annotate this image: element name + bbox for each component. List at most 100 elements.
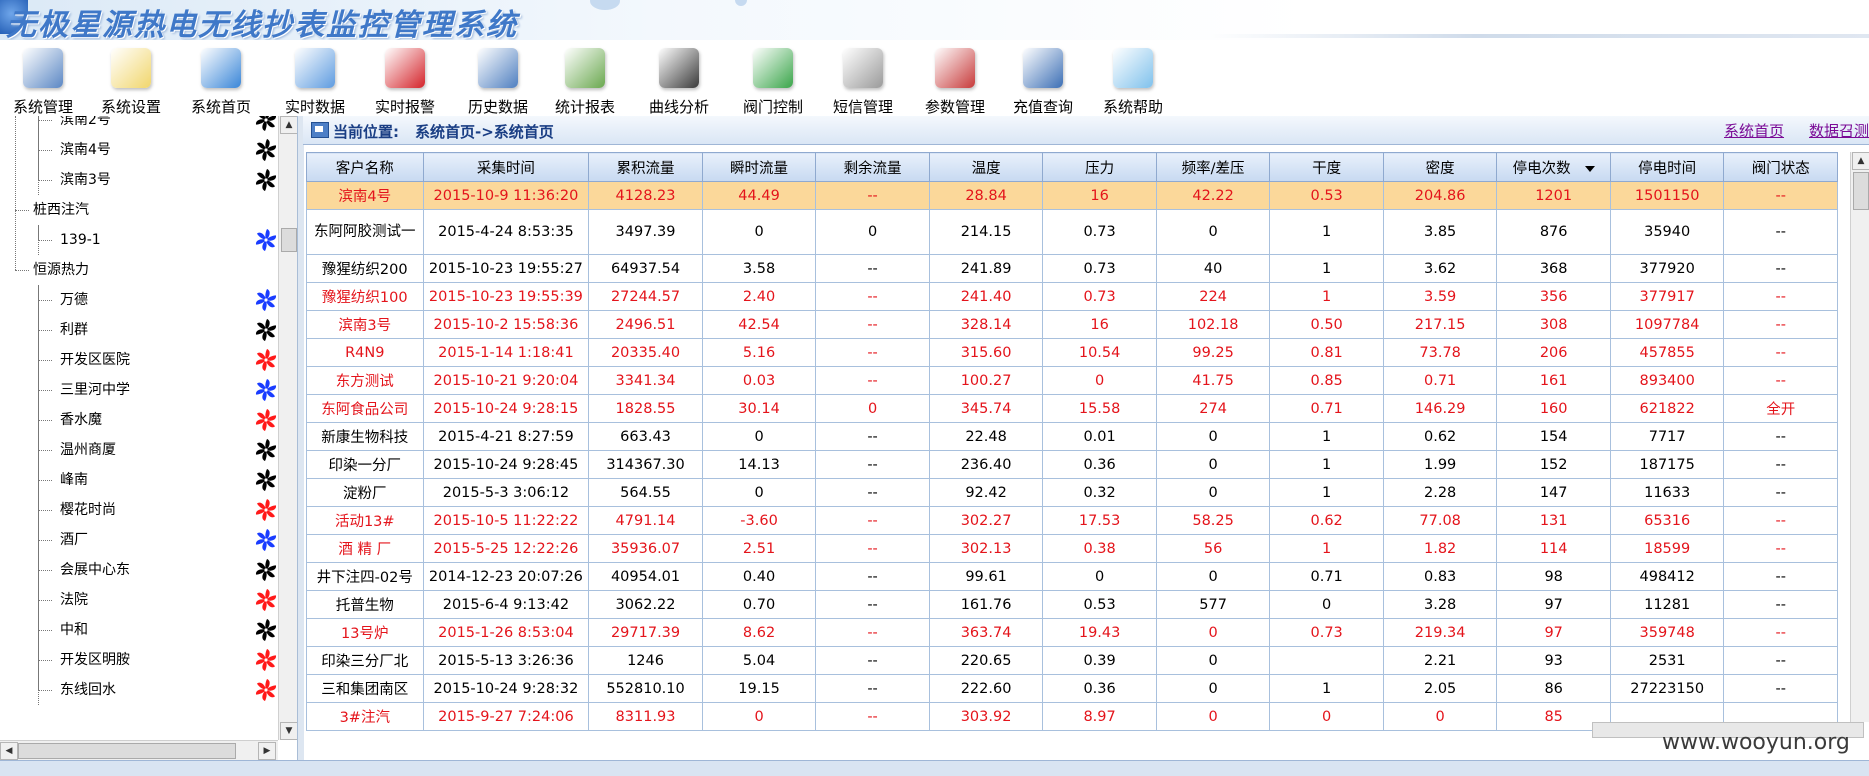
tree-connector — [38, 630, 52, 631]
table-row[interactable]: 东阿食品公司 2015-10-24 9:28:15 1828.55 30.14 0 345… — [306, 394, 1838, 423]
table-cell: -- — [815, 618, 930, 647]
column-header-label: 压力 — [1085, 160, 1115, 177]
column-header-label: 干度 — [1312, 160, 1342, 177]
tree-node[interactable]: 利群 — [0, 315, 276, 345]
tree-node[interactable]: 温州商厦 — [0, 435, 276, 465]
scroll-up-icon[interactable]: ▲ — [280, 116, 298, 134]
scroll-thumb[interactable] — [1853, 172, 1869, 210]
toolbar-button-2[interactable]: 系统设置 — [88, 44, 174, 116]
recharge-books-icon — [1023, 48, 1063, 88]
table-cell: 2.51 — [701, 534, 817, 563]
table-row[interactable]: 滨南4号 2015-10-9 11:36:20 4128.23 44.49 -- 28.8… — [306, 181, 1838, 210]
tree-connector — [38, 570, 52, 571]
table-row[interactable]: 酒 精 厂 2015-5-25 12:22:26 35936.07 2.51 -- 302… — [306, 534, 1838, 563]
table-cell: -- — [815, 310, 930, 339]
column-header[interactable]: 压力 — [1042, 152, 1157, 182]
tree-node[interactable]: 法院 — [0, 585, 276, 615]
table-row[interactable]: 滨南3号 2015-10-2 15:58:36 2496.51 42.54 -- 328.… — [306, 310, 1838, 339]
toolbar-button-1[interactable]: 系统管理 — [0, 44, 86, 116]
tree-node[interactable]: 万德 — [0, 285, 276, 315]
tree-node[interactable]: 峰南 — [0, 465, 276, 495]
table-row[interactable]: 淀粉厂 2015-5-3 3:06:12 564.55 0 -- 92.42 0.32 0 1 2… — [306, 478, 1838, 507]
home-link[interactable]: 系统首页 — [1724, 122, 1785, 140]
table-row[interactable]: 3#注汽 2015-9-27 7:24:06 8311.93 0 -- 303.92 8.9… — [306, 702, 1838, 731]
tree-node[interactable]: 滨南4号 — [0, 135, 276, 165]
sort-desc-icon[interactable] — [1584, 165, 1595, 172]
grid-vertical-scrollbar[interactable]: ▲ — [1850, 152, 1869, 722]
tree-node[interactable]: 会展中心东 — [0, 555, 276, 585]
toolbar-button-7[interactable]: 统计报表 — [542, 44, 628, 116]
report-stats-icon — [565, 48, 605, 88]
pane-splitter[interactable] — [297, 116, 304, 760]
column-header[interactable]: 客户名称 — [306, 152, 424, 182]
tree-node[interactable]: 滨南2号 — [0, 116, 276, 135]
table-cell: -- — [815, 702, 930, 731]
table-row[interactable]: 井下注四-02号 2014-12-23 20:07:26 40954.01 0.40-… — [306, 562, 1838, 591]
tree-node[interactable]: 139-1 — [0, 225, 276, 255]
column-header[interactable]: 采集时间 — [422, 152, 590, 182]
toolbar-button-12[interactable]: 充值查询 — [1000, 44, 1086, 116]
tree-node[interactable]: 三里河中学 — [0, 375, 276, 405]
table-cell: 2015-10-9 11:36:20 — [422, 181, 590, 210]
scroll-down-icon[interactable]: ▼ — [280, 722, 298, 740]
column-header[interactable]: 干度 — [1269, 152, 1384, 182]
toolbar-button-10[interactable]: 短信管理 — [820, 44, 906, 116]
tree-node[interactable]: 滨南3号 — [0, 165, 276, 195]
toolbar-button-11[interactable]: 参数管理 — [912, 44, 998, 116]
scroll-thumb[interactable] — [18, 743, 236, 759]
table-row[interactable]: 印染三分厂北 2015-5-13 3:26:36 1246 5.04 -- 220.65 0… — [306, 646, 1838, 675]
tree-node[interactable]: 恒源热力 — [0, 255, 276, 285]
toolbar-button-9[interactable]: 阀门控制 — [730, 44, 816, 116]
table-row[interactable]: 三和集团南区 2015-10-24 9:28:32 552810.10 19.15 --… — [306, 674, 1838, 703]
table-row[interactable]: R4N9 2015-1-14 1:18:41 20335.40 5.16 -- 315.6… — [306, 338, 1838, 367]
toolbar-button-3[interactable]: 系统首页 — [178, 44, 264, 116]
tree-vertical-scrollbar[interactable]: ▲ ▼ — [278, 116, 298, 740]
column-header[interactable]: 累积流量 — [588, 152, 703, 182]
tree-node[interactable]: 开发区明胺 — [0, 645, 276, 675]
column-header[interactable]: 剩余流量 — [815, 152, 930, 182]
table-cell: 淀粉厂 — [306, 478, 424, 507]
toolbar-button-5[interactable]: 实时报警 — [362, 44, 448, 116]
column-header[interactable]: 停电时间 — [1609, 152, 1725, 182]
tree-node[interactable]: 樱花时尚 — [0, 495, 276, 525]
table-row[interactable]: 新康生物科技 2015-4-21 8:27:59 663.43 0 -- 22.48 0.0… — [306, 422, 1838, 451]
column-header[interactable]: 频率/差压 — [1155, 152, 1271, 182]
toolbar-button-4[interactable]: 实时数据 — [272, 44, 358, 116]
table-row[interactable]: 豫猩纺织200 2015-10-23 19:55:27 64937.54 3.58 --… — [306, 254, 1838, 283]
table-cell: 3.62 — [1382, 254, 1498, 283]
toolbar-button-6[interactable]: 历史数据 — [455, 44, 541, 116]
tree-node[interactable]: 开发区医院 — [0, 345, 276, 375]
column-header[interactable]: 阀门状态 — [1723, 152, 1838, 182]
tree-node[interactable]: 桩西注汽 — [0, 195, 276, 225]
table-row[interactable]: 豫猩纺织100 2015-10-23 19:55:39 27244.57 2.40 --… — [306, 282, 1838, 311]
toolbar-button-8[interactable]: 曲线分析 — [636, 44, 722, 116]
tree-horizontal-scrollbar[interactable]: ◀ ▶ — [0, 740, 278, 761]
table-row[interactable]: 印染一分厂 2015-10-24 9:28:45 314367.30 14.13 -- 2… — [306, 450, 1838, 479]
scroll-thumb[interactable] — [281, 228, 297, 252]
table-row[interactable]: 13号炉 2015-1-26 8:53:04 29717.39 8.62 -- 363.7… — [306, 618, 1838, 647]
scroll-right-icon[interactable]: ▶ — [258, 742, 276, 760]
tree-node[interactable]: 中和 — [0, 615, 276, 645]
column-header[interactable]: 密度 — [1382, 152, 1498, 182]
scroll-left-icon[interactable]: ◀ — [0, 742, 18, 760]
table-cell: 2531 — [1609, 646, 1725, 675]
column-header[interactable]: 停电次数 — [1496, 152, 1611, 182]
tree-node[interactable]: 香水魔 — [0, 405, 276, 435]
tree-node[interactable]: 东线回水 — [0, 675, 276, 705]
column-header[interactable]: 温度 — [928, 152, 1044, 182]
table-row[interactable]: 托普生物 2015-6-4 9:13:42 3062.22 0.70 -- 161.76 0… — [306, 590, 1838, 619]
table-row[interactable]: 活动13# 2015-10-5 11:22:22 4791.14 -3.60 -- 302… — [306, 506, 1838, 535]
grid-horizontal-scrollbar[interactable] — [1592, 722, 1864, 738]
data-recall-link[interactable]: 数据召测 — [1809, 122, 1869, 140]
table-row[interactable]: 东阿阿胶测试一 2015-4-24 8:53:35 3497.39 0 0 214.15 0… — [306, 209, 1838, 255]
table-cell: 0.62 — [1382, 422, 1498, 451]
tree-node-label: 东线回水 — [60, 682, 116, 698]
toolbar-button-13[interactable]: 系统帮助 — [1090, 44, 1176, 116]
tree-node[interactable]: 酒厂 — [0, 525, 276, 555]
table-cell: 3497.39 — [588, 209, 703, 255]
scroll-up-icon[interactable]: ▲ — [1852, 152, 1869, 170]
table-cell: 40954.01 — [588, 562, 703, 591]
table-cell: 2.40 — [701, 282, 817, 311]
table-row[interactable]: 东方测试 2015-10-21 9:20:04 3341.34 0.03 -- 100.2… — [306, 366, 1838, 395]
column-header[interactable]: 瞬时流量 — [701, 152, 817, 182]
